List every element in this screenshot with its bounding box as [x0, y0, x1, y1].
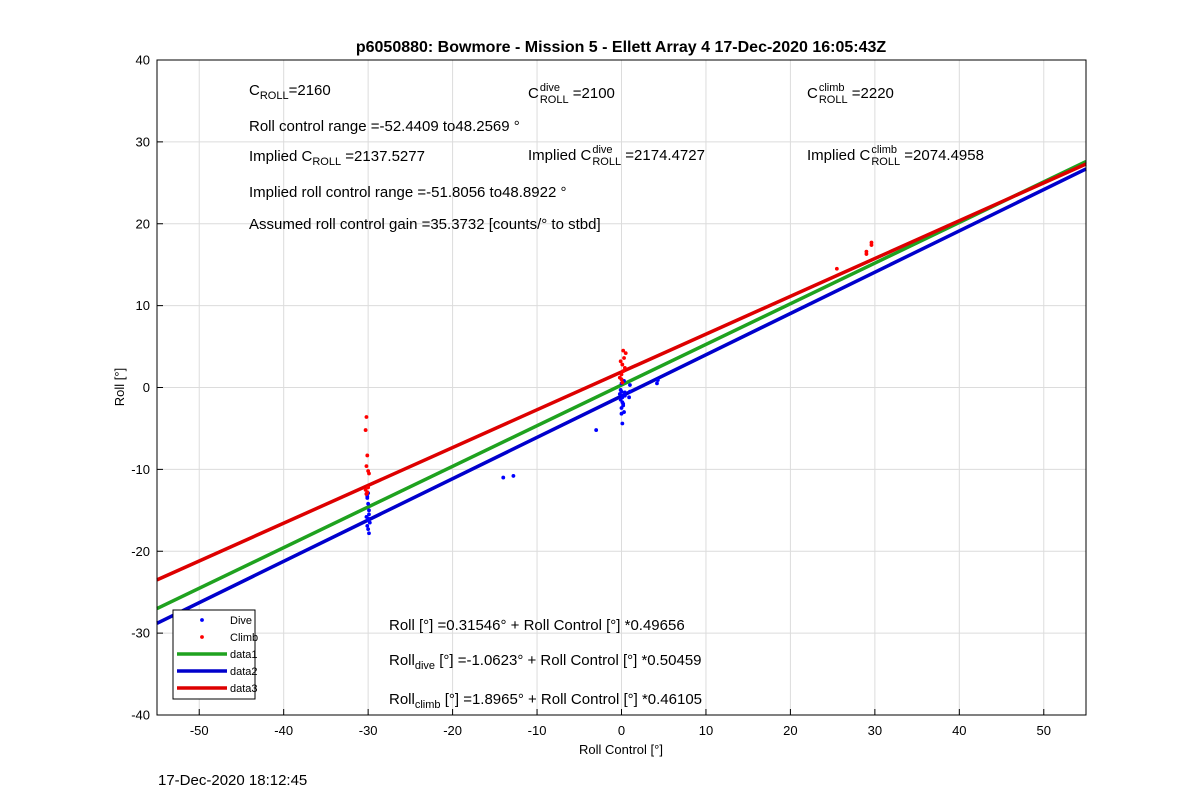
y-tick-label: -10: [131, 462, 150, 477]
implied-c-roll: Implied CROLL =2137.5277: [249, 148, 425, 168]
x-tick-label: 30: [868, 723, 882, 738]
climb-point: [618, 359, 623, 364]
dive-point: [511, 474, 516, 478]
dive-point: [367, 512, 371, 517]
climb-point: [621, 369, 626, 374]
climb-point: [364, 415, 369, 419]
dive-point: [501, 475, 506, 480]
dive-point: [617, 392, 622, 396]
roll-control-range: Roll control range =-52.4409 to48.2569 °: [249, 118, 520, 135]
legend-marker-climb: [200, 635, 204, 639]
y-tick-label: 0: [143, 380, 150, 395]
climb-point: [622, 356, 626, 360]
dive-point: [366, 516, 371, 521]
x-tick-label: -10: [528, 723, 547, 738]
chart-title: p6050880: Bowmore - Mission 5 - Ellett A…: [356, 39, 887, 56]
dive-point: [366, 527, 371, 532]
y-tick-label: 30: [136, 134, 150, 149]
x-tick-label: -40: [274, 723, 293, 738]
x-tick-label: -50: [190, 723, 209, 738]
implied-roll-range: Implied roll control range =-51.8056 to4…: [249, 184, 567, 201]
x-tick-label: -30: [359, 723, 378, 738]
climb-point: [365, 490, 370, 495]
climb-point: [620, 380, 625, 385]
legend-label: Dive: [230, 615, 252, 627]
dive-point: [366, 501, 371, 506]
climb-point: [364, 464, 369, 468]
y-tick-label: -40: [131, 708, 150, 723]
climb-point: [619, 372, 624, 377]
c-roll-annotation: CROLL=2160: [249, 82, 331, 102]
dive-point: [367, 531, 371, 536]
dive-point: [620, 421, 625, 426]
fit-equation-climb: Rollclimb [°] =1.8965° + Roll Control [°…: [389, 691, 703, 711]
y-tick-label: 40: [136, 53, 150, 68]
legend-label: data1: [230, 649, 258, 661]
dive-point: [627, 395, 632, 400]
y-tick-label: -20: [131, 544, 150, 559]
climb-point: [367, 471, 371, 476]
x-tick-label: -20: [443, 723, 462, 738]
climb-point: [365, 453, 370, 458]
fit-equation-dive: Rolldive [°] =-1.0623° + Roll Control [°…: [389, 652, 702, 672]
legend-marker-dive: [200, 618, 204, 622]
y-axis-label: Roll [°]: [112, 368, 127, 406]
dive-point: [655, 378, 660, 383]
dive-point: [367, 508, 371, 513]
legend-label: data3: [230, 683, 258, 695]
climb-point: [619, 377, 624, 382]
x-tick-label: 50: [1037, 723, 1051, 738]
dive-point: [628, 383, 632, 387]
climb-point: [864, 249, 869, 254]
dive-point: [365, 523, 370, 528]
dive-point: [655, 381, 659, 386]
y-tick-label: 10: [136, 298, 150, 313]
fit-equation-all: Roll [°] =0.31546° + Roll Control [°] *0…: [389, 617, 685, 634]
dive-point: [620, 400, 625, 405]
x-tick-label: 10: [699, 723, 713, 738]
legend: Dive Climb data1 data2 data3: [172, 609, 258, 700]
dive-point: [594, 428, 599, 432]
climb-point: [623, 351, 628, 356]
climb-point: [620, 362, 625, 367]
dive-point: [621, 403, 626, 408]
footer-timestamp: 17-Dec-2020 18:12:45: [158, 772, 308, 789]
x-tick-label: 40: [952, 723, 966, 738]
climb-point: [621, 348, 626, 353]
dive-point: [622, 390, 627, 395]
x-tick-label: 0: [618, 723, 625, 738]
dive-point: [367, 520, 372, 525]
dive-point: [618, 388, 623, 392]
climb-point: [363, 428, 368, 432]
climb-point: [622, 365, 627, 370]
x-tick-label: 20: [783, 723, 797, 738]
y-tick-label: 20: [136, 216, 150, 231]
y-tick-label: -30: [131, 626, 150, 641]
dive-point: [619, 411, 624, 416]
climb-point: [869, 240, 874, 245]
roll-control-gain: Assumed roll control gain =35.3732 [coun…: [249, 216, 601, 233]
climb-point: [366, 485, 371, 490]
legend-label: data2: [230, 666, 258, 678]
dive-point: [622, 393, 627, 398]
dive-point: [628, 389, 632, 394]
legend-label: Climb: [230, 632, 258, 644]
climb-point: [834, 266, 839, 271]
x-axis-label: Roll Control [°]: [579, 742, 663, 757]
